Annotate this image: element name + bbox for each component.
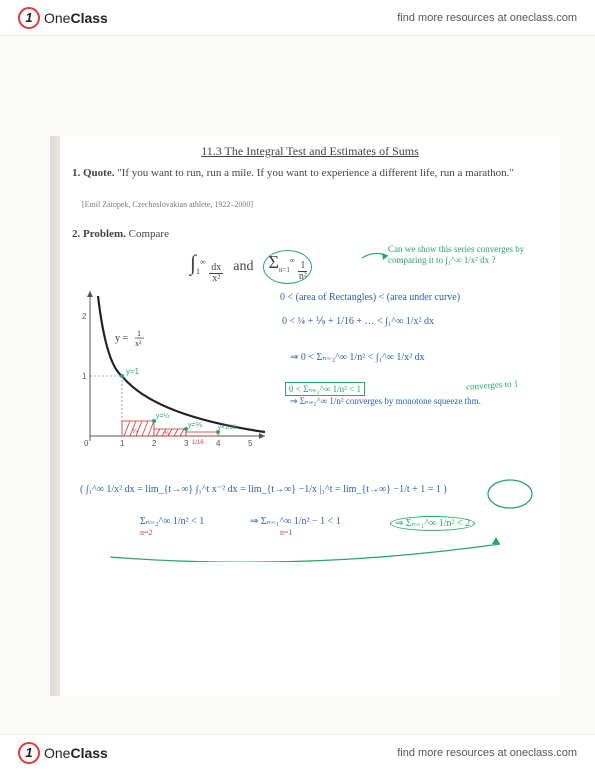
logo-footer: 1 OneClass bbox=[18, 742, 108, 764]
logo-mark: 1 bbox=[18, 7, 40, 29]
logo: 1 OneClass bbox=[18, 7, 108, 29]
integral-expr: ∫1∞ dxx² bbox=[190, 250, 223, 284]
graph: y = 1 x² y=1 y=¼ y=⅑ y=1/16 ¼ ⅑ 1/16 1 2… bbox=[70, 286, 270, 456]
sum-expr: Σn=1∞ 1n² bbox=[263, 250, 312, 284]
svg-text:4: 4 bbox=[216, 439, 221, 448]
page-canvas: 11.3 The Integral Test and Estimates of … bbox=[0, 36, 595, 734]
svg-text:2: 2 bbox=[82, 312, 87, 321]
bracket-bound: 0 < Σₙ₌₂^∞ 1/n² < 1 bbox=[285, 384, 365, 395]
comparison-expr: ∫1∞ dxx² and Σn=1∞ 1n² bbox=[190, 250, 312, 284]
inequality-3: ⇒ 0 < Σₙ₌₂^∞ 1/n² < ∫₁^∞ 1/x² dx bbox=[290, 352, 425, 363]
quote-line: 1. Quote. "If you want to run, run a mil… bbox=[72, 166, 530, 181]
tagline-bottom: find more resources at oneclass.com bbox=[397, 747, 577, 759]
tagline-top: find more resources at oneclass.com bbox=[397, 12, 577, 24]
section-title: 11.3 The Integral Test and Estimates of … bbox=[60, 144, 560, 159]
logo-text-footer: OneClass bbox=[44, 745, 108, 761]
notebook-paper: 11.3 The Integral Test and Estimates of … bbox=[60, 136, 560, 696]
circle-1-icon bbox=[480, 476, 540, 526]
problem-text: Compare bbox=[129, 228, 169, 240]
svg-text:0: 0 bbox=[84, 439, 89, 448]
and-label: and bbox=[233, 259, 253, 275]
svg-text:y=1/16: y=1/16 bbox=[218, 425, 237, 431]
svg-text:1/16: 1/16 bbox=[192, 440, 204, 446]
inequality-2: 0 < ¼ + ⅑ + 1/16 + … < ∫₁^∞ 1/x² dx bbox=[282, 316, 434, 327]
svg-text:3: 3 bbox=[184, 439, 189, 448]
quote-text: "If you want to run, run a mile. If you … bbox=[117, 167, 514, 179]
footer: 1 OneClass find more resources at onecla… bbox=[0, 734, 595, 770]
conclusion-c: ⇒ Σₙ₌₁^∞ 1/n² < 2 bbox=[390, 516, 475, 531]
svg-text:y=¼: y=¼ bbox=[156, 413, 170, 420]
logo-mark-footer: 1 bbox=[18, 742, 40, 764]
svg-text:⅑: ⅑ bbox=[164, 431, 170, 437]
svg-text:1: 1 bbox=[82, 372, 87, 381]
quote-label: 1. Quote. bbox=[72, 167, 114, 179]
converges-to-1: converges to 1 bbox=[466, 378, 519, 392]
svg-text:y=⅑: y=⅑ bbox=[188, 422, 203, 429]
quote-attribution: [Emil Zátopek, Czechoslovakian athlete, … bbox=[82, 200, 253, 209]
margin-note-converge: Can we show this series converges by com… bbox=[388, 244, 558, 266]
svg-text:y=1: y=1 bbox=[126, 367, 140, 376]
problem-label: 2. Problem. bbox=[72, 228, 126, 240]
svg-text:1: 1 bbox=[137, 329, 141, 338]
svg-text:x²: x² bbox=[135, 339, 142, 348]
svg-text:y =: y = bbox=[115, 333, 129, 344]
svg-text:2: 2 bbox=[152, 439, 157, 448]
monotone-conclusion: ⇒ Σₙ₌₂^∞ 1/n² converges by monotone sque… bbox=[290, 396, 540, 408]
inequality-1: 0 < (area of Rectangles) < (area under c… bbox=[280, 292, 460, 303]
integral-derivation: ( ∫₁^∞ 1/x² dx = lim_{t→∞} ∫₁^t x⁻² dx =… bbox=[80, 484, 447, 495]
svg-text:1: 1 bbox=[120, 439, 125, 448]
logo-text: OneClass bbox=[44, 10, 108, 26]
header: 1 OneClass find more resources at onecla… bbox=[0, 0, 595, 36]
binder-edge bbox=[50, 136, 60, 696]
svg-text:5: 5 bbox=[248, 439, 253, 448]
problem-line: 2. Problem. Compare bbox=[72, 228, 169, 240]
svg-text:¼: ¼ bbox=[132, 428, 138, 435]
swoop-arrow-icon bbox=[100, 532, 520, 562]
arrow-to-margin-icon bbox=[360, 248, 390, 268]
